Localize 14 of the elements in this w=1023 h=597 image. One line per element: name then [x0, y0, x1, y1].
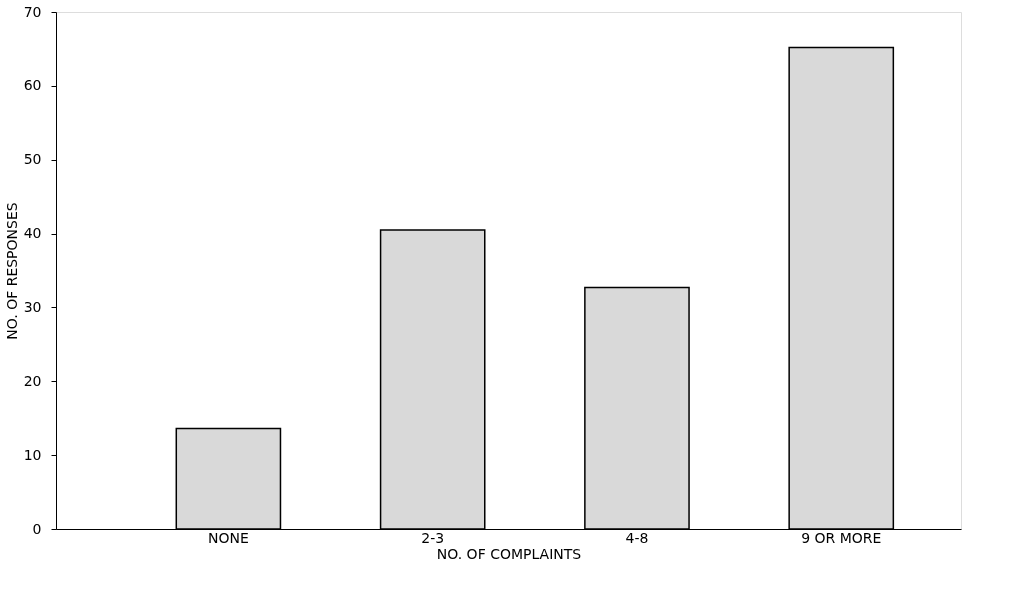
y-tick-label: 30 [23, 298, 42, 315]
y-tick-label: 40 [23, 225, 42, 242]
y-tick-label: 70 [23, 3, 42, 20]
y-tick-label: 50 [23, 151, 42, 168]
x-tick-label: NONE [207, 529, 249, 546]
y-tick-label: 60 [23, 77, 42, 94]
y-tick-label: 20 [23, 372, 42, 389]
x-axis-title: NO. OF COMPLAINTS [436, 545, 582, 562]
y-axis-title: NO. OF RESPONSES [3, 202, 20, 340]
y-tick-label: 0 [32, 520, 42, 537]
x-tick-label: 9 OR MORE [801, 529, 882, 546]
y-tick-label: 10 [23, 446, 42, 463]
x-tick-label: 4-8 [625, 529, 649, 546]
x-tick-label: 2-3 [421, 529, 445, 546]
